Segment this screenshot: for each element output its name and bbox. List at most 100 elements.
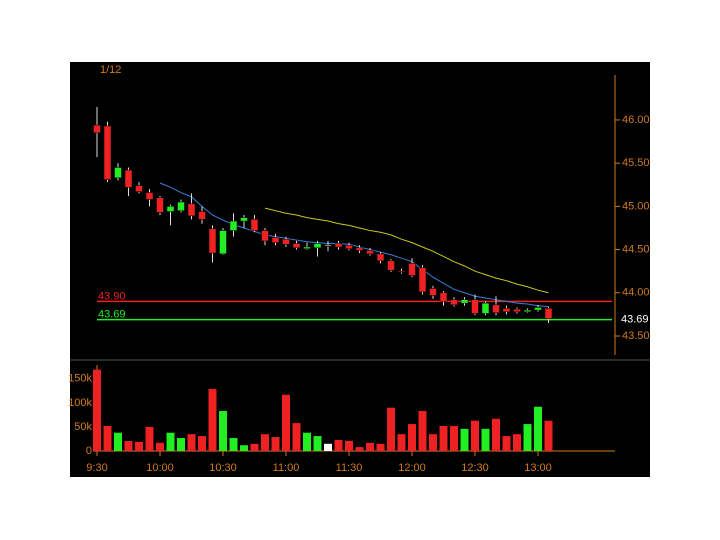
level-label: 43.69 (98, 308, 126, 320)
candle-body (418, 267, 427, 293)
volume-bar (219, 411, 227, 451)
volume-bar (261, 434, 269, 451)
candle-body (355, 247, 364, 251)
volume-bar (429, 434, 437, 451)
candle-body (460, 299, 469, 304)
volume-bar (156, 442, 164, 451)
volume-bar (187, 434, 196, 451)
candle-body (166, 206, 175, 212)
candle-body (345, 244, 353, 249)
candle-body (240, 217, 248, 222)
level-label: 43.90 (98, 290, 126, 302)
candle-body (271, 237, 280, 243)
y-tick-label: 46.00 (622, 114, 650, 126)
volume-bar (250, 443, 259, 451)
volume-bar (324, 443, 332, 451)
candle-body (145, 192, 154, 200)
volume-bar (282, 394, 290, 451)
volume-bar (135, 441, 143, 451)
x-tick-label: 11:00 (273, 462, 300, 474)
date-label: 1/12 (100, 64, 121, 76)
candle-body (334, 243, 343, 248)
volume-bar (345, 440, 353, 451)
volume-tick-label: 100k (68, 397, 92, 409)
y-tick-label: 45.00 (622, 200, 650, 212)
candle-body (502, 308, 511, 313)
volume-bar (303, 432, 311, 451)
candle-body (397, 270, 406, 273)
volume-bar (114, 432, 122, 451)
candle-body (282, 238, 290, 245)
y-tick-label: 43.50 (622, 330, 650, 342)
volume-bar (240, 445, 248, 451)
volume-bar (513, 434, 521, 451)
candle-body (450, 299, 458, 306)
x-tick-label: 10:00 (146, 462, 174, 474)
x-tick-label: 12:00 (398, 462, 426, 474)
chart-panel (70, 62, 650, 477)
volume-bar (208, 388, 217, 451)
volume-bar (481, 428, 490, 451)
volume-bar (439, 425, 448, 451)
volume-bar (145, 426, 154, 451)
volume-bar (534, 406, 542, 451)
candle-body (492, 304, 500, 313)
candle-body (366, 250, 374, 255)
candle-body (313, 243, 322, 249)
volume-tick-label: 150k (68, 373, 92, 385)
candle-body (513, 308, 521, 313)
volume-bar (397, 434, 406, 451)
y-tick-label: 44.00 (622, 287, 650, 299)
volume-bar (93, 369, 101, 451)
volume-bar (492, 418, 500, 451)
volume-bar (460, 428, 469, 451)
x-tick-label: 11:30 (336, 462, 363, 474)
volume-bar (355, 447, 364, 451)
candle-body (135, 185, 143, 192)
candle-body (292, 243, 301, 249)
volume-bar (166, 432, 175, 451)
moving-average (159, 182, 549, 308)
y-tick-label: 45.50 (622, 157, 650, 169)
x-tick-label: 12:30 (461, 462, 489, 474)
candle-body (156, 197, 164, 213)
candle-body (261, 230, 269, 242)
y-tick-label: 44.50 (622, 243, 650, 255)
candle-body (303, 246, 311, 249)
candle-body (250, 219, 259, 231)
candle-body (471, 299, 479, 314)
volume-bar (450, 425, 458, 451)
volume-bar (523, 424, 532, 451)
moving-average (264, 207, 549, 294)
candle-body (408, 263, 416, 276)
volume-bar (198, 436, 206, 451)
candle-body (534, 307, 542, 311)
candle-body (523, 309, 532, 313)
volume-bar (376, 443, 385, 451)
x-tick-label: 10:30 (209, 462, 237, 474)
candle-body (114, 167, 122, 179)
x-tick-label: 13:00 (524, 462, 552, 474)
candle-body (324, 244, 332, 247)
candle-body (376, 253, 385, 262)
volume-tick-label: 0 (86, 445, 92, 457)
volume-bar (418, 411, 427, 451)
volume-bar (471, 420, 479, 451)
volume-bar (313, 436, 322, 451)
candle-body (187, 203, 196, 217)
x-tick-label: 9:30 (86, 462, 107, 474)
candle-body (229, 220, 238, 231)
candle-body (429, 288, 437, 296)
volume-bar (103, 425, 112, 451)
volume-bar (408, 424, 416, 451)
volume-tick-label: 50k (74, 421, 92, 433)
candle-body (387, 260, 395, 271)
volume-bar (544, 420, 553, 451)
volume-bar (387, 407, 395, 451)
candle-body (198, 211, 206, 220)
volume-bar (124, 440, 133, 451)
volume-bar (177, 438, 185, 451)
volume-bar (271, 437, 280, 451)
candle-body (177, 201, 185, 211)
